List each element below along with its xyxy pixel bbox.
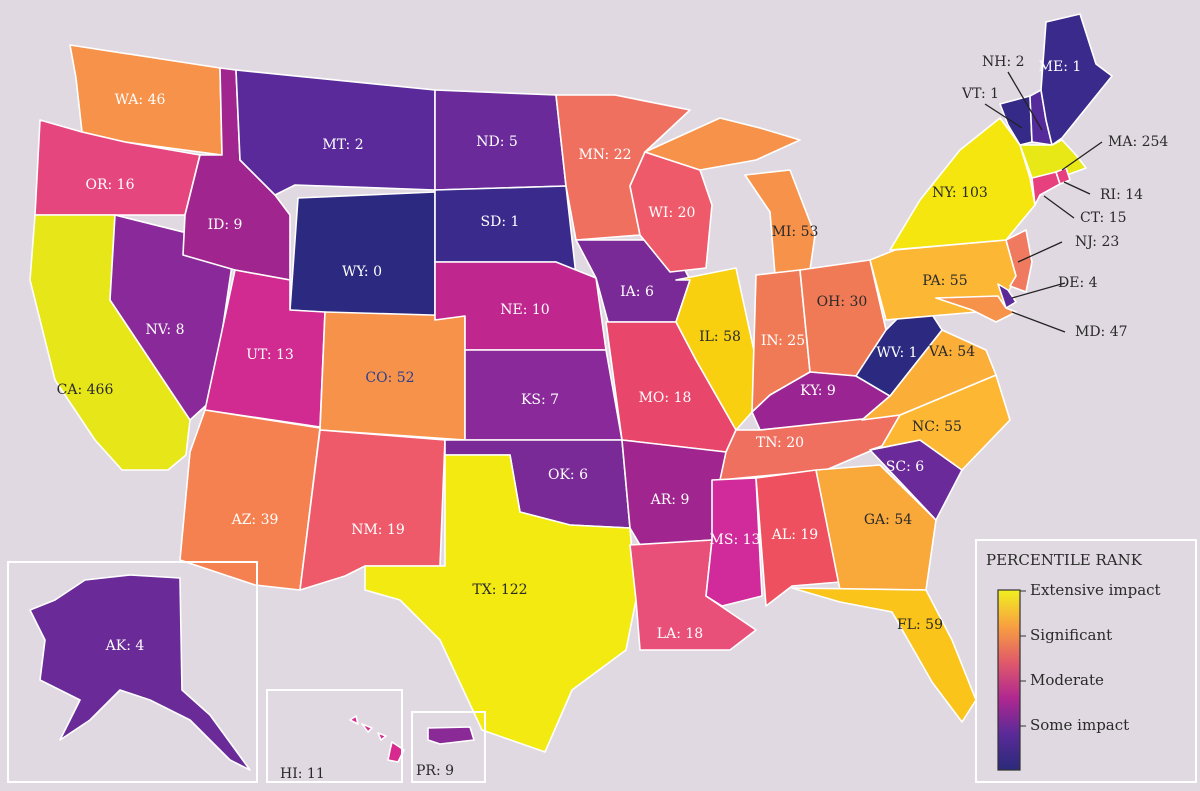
state-hi [349,715,405,763]
state-label-me: ME: 1 [1039,59,1082,75]
state-md [935,295,1017,323]
leader-line-ma [1061,141,1103,171]
state-label-ok: OK: 6 [548,467,588,483]
state-ga [815,464,937,591]
state-label-wv: WV: 1 [876,345,917,361]
state-mt [235,69,436,196]
legend-tick-label: Extensive impact [1030,581,1161,599]
state-label-ms: MS: 13 [710,532,761,548]
state-wy [289,191,436,321]
state-labels: WA: 46 OR: 16 CA: 466 NV: 8 ID: 9 MT: 2 WY: 0 U… [57,54,1169,782]
state-label-wi: WI: 20 [649,205,696,221]
state-label-id: ID: 9 [208,217,243,233]
state-label-nj: NJ: 23 [1075,234,1119,250]
state-label-fl: FL: 59 [897,617,943,633]
state-label-pa: PA: 55 [922,273,967,289]
state-label-wa: WA: 46 [115,92,166,108]
leader-line-vt [984,103,1023,129]
state-label-ar: AR: 9 [650,492,690,508]
state-label-co: CO: 52 [365,370,414,386]
state-pr [427,726,475,745]
state-label-ri: RI: 14 [1100,187,1143,203]
state-label-in: IN: 25 [761,333,805,349]
states-layer [29,13,1113,771]
state-tn [719,414,901,481]
state-label-nc: NC: 55 [912,419,962,435]
state-label-sd: SD: 1 [481,214,520,230]
state-label-mo: MO: 18 [639,390,692,406]
legend: PERCENTILE RANK Extensive impact Signific… [975,539,1197,783]
state-label-oh: OH: 30 [817,294,868,310]
leader-line-md [1011,311,1066,333]
state-label-tn: TN: 20 [756,435,804,451]
leader-line-nh [1007,71,1043,131]
legend-tick-label: Moderate [1030,671,1104,689]
legend-tick-label: Some impact [1030,716,1129,734]
puerto-rico-inset-frame [411,711,486,783]
state-label-ia: IA: 6 [620,284,654,300]
alaska-inset-frame [7,561,258,783]
state-label-al: AL: 19 [771,527,818,543]
legend-frame [975,539,1197,783]
state-label-mt: MT: 2 [322,137,363,153]
legend-title: PERCENTILE RANK [986,551,1143,569]
state-label-ut: UT: 13 [246,347,294,363]
state-ct [1031,171,1061,206]
state-label-wy: WY: 0 [342,264,382,280]
hawaii-inset-frame [266,689,403,783]
state-label-vt: VT: 1 [961,86,999,102]
leader-line-nj [1017,241,1063,263]
leader-line-ri [1063,181,1091,195]
state-label-hi: HI: 11 [280,766,325,782]
state-label-mn: MN: 22 [578,147,631,163]
state-label-ky: KY: 9 [800,383,836,399]
state-label-ca: CA: 466 [57,382,114,398]
legend-color-bar [997,589,1021,771]
state-label-mi: MI: 53 [772,224,819,240]
state-label-ak: AK: 4 [105,638,145,654]
state-label-az: AZ: 39 [231,512,279,528]
leader-line-de [1011,282,1066,299]
state-label-ne: NE: 10 [500,302,549,318]
state-label-ga: GA: 54 [864,512,912,528]
state-label-sc: SC: 6 [886,459,924,475]
state-label-ks: KS: 7 [521,392,559,408]
state-label-ma: MA: 254 [1108,134,1168,150]
state-ny [889,117,1036,251]
state-label-md: MD: 47 [1075,324,1128,340]
state-label-pr: PR: 9 [416,763,454,779]
state-label-nd: ND: 5 [476,134,518,150]
state-vt [999,95,1033,146]
state-label-il: IL: 58 [699,329,741,345]
state-ak [29,574,251,771]
state-label-tx: TX: 122 [472,582,527,598]
legend-tick-label: Significant [1030,626,1112,644]
state-az [179,409,321,591]
state-label-nm: NM: 19 [351,522,405,538]
state-me [1040,13,1113,146]
state-label-ny: NY: 103 [932,185,988,201]
state-label-de: DE: 4 [1058,275,1098,291]
state-fl [791,587,977,723]
state-label-la: LA: 18 [657,626,703,642]
state-label-ct: CT: 15 [1080,210,1127,226]
state-label-or: OR: 16 [86,177,135,193]
leader-lines [984,71,1103,333]
state-label-va: VA: 54 [928,344,975,360]
state-de [997,283,1017,309]
leader-line-ct [1043,195,1075,219]
state-al [755,469,841,607]
state-label-nv: NV: 8 [145,322,184,338]
state-tx [364,454,637,753]
state-label-nh: NH: 2 [982,54,1025,70]
